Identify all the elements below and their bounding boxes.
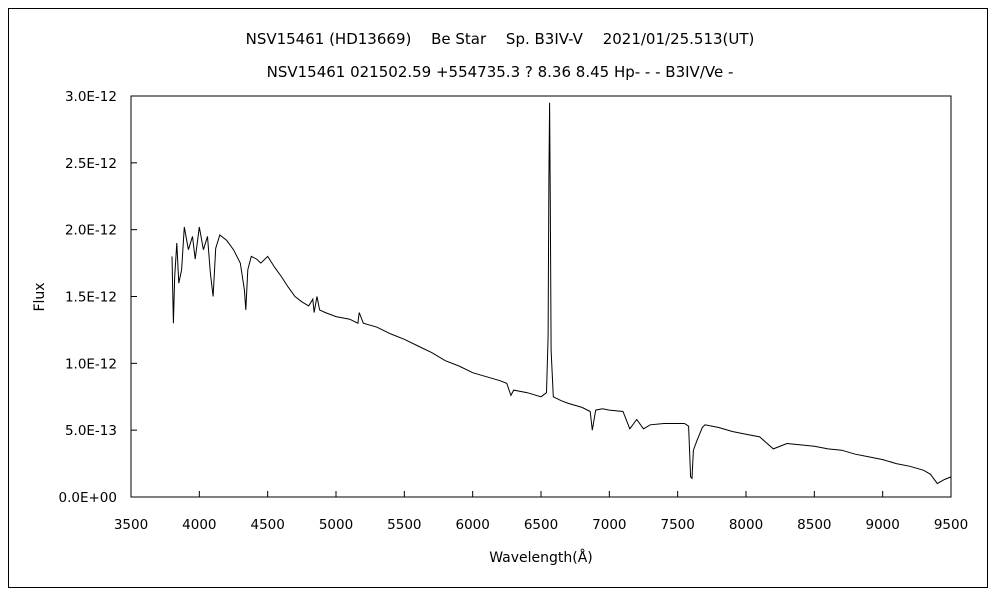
plot-area [130,95,952,498]
y-tick-label: 1.5E-12 [65,290,117,306]
y-tick-label: 0.0E+00 [59,490,118,506]
x-tick-label: 6000 [455,517,489,533]
y-tick-label: 5.0E-13 [65,423,117,439]
x-tick-label: 9000 [865,517,899,533]
x-tick-label: 6500 [524,517,558,533]
x-tick-label: 5500 [387,517,421,533]
y-axis: 0.0E+00 5.0E-13 1.0E-12 1.5E-12 2.0E-12 2.5E-… [59,89,137,506]
x-tick-label: 3500 [114,517,148,533]
x-tick-label: 8500 [797,517,831,533]
x-axis-label: Wavelength(Å) [489,549,593,566]
y-tick-label: 2.5E-12 [65,156,117,172]
x-tick-label: 4500 [250,517,284,533]
y-axis-label: Flux [32,282,48,311]
x-axis: 3500 4000 4500 5000 5500 6000 6500 7000 7500 8000… [114,491,968,533]
x-tick-label: 8000 [729,517,763,533]
chart-frame [8,8,988,588]
y-tick-label: 3.0E-12 [65,89,117,105]
spectrum-line [171,102,952,485]
x-tick-label: 7500 [660,517,694,533]
y-tick-label: 2.0E-12 [65,223,117,239]
chart-title: NSV15461 (HD13669) Be Star Sp. B3IV-V 20… [245,30,755,48]
x-tick-label: 5000 [319,517,353,533]
chart-subtitle: NSV15461 021502.59 +554735.3 ? 8.36 8.45… [266,63,734,81]
x-tick-label: 7000 [592,517,626,533]
x-tick-label: 4000 [182,517,216,533]
x-tick-label: 9500 [934,517,968,533]
y-tick-label: 1.0E-12 [65,356,117,372]
